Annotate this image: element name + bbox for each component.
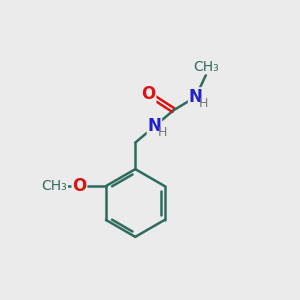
Text: H: H <box>199 97 208 110</box>
Text: H: H <box>158 126 167 140</box>
Text: O: O <box>72 177 87 195</box>
Text: CH₃: CH₃ <box>193 60 219 74</box>
Text: CH₃: CH₃ <box>42 179 67 193</box>
Text: N: N <box>189 88 202 106</box>
Text: O: O <box>141 85 156 103</box>
Text: N: N <box>148 117 161 135</box>
